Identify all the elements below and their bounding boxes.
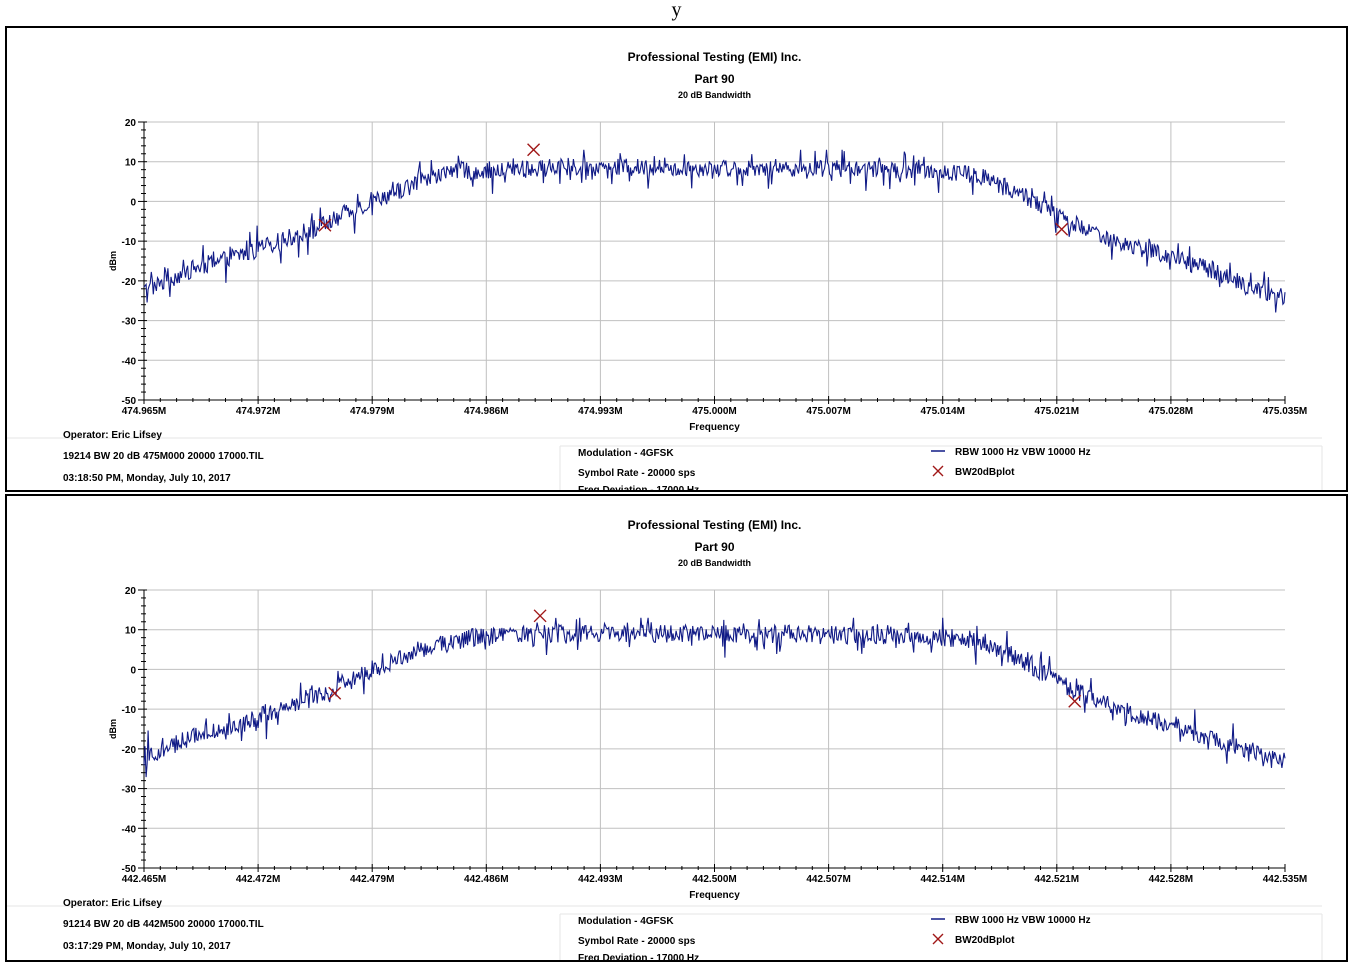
y-tick-label: -50 xyxy=(122,396,137,407)
x-tick-label: 442.479M xyxy=(350,874,394,885)
x-tick-label: 475.000M xyxy=(692,406,736,417)
y-tick-label: -10 xyxy=(122,705,137,716)
modulation-label: Modulation - 4GFSK xyxy=(578,916,674,927)
series-trace xyxy=(143,149,1286,313)
chart-svg-top: Professional Testing (EMI) Inc. Part 90 20… xyxy=(7,50,1323,490)
legend-trace-label: RBW 1000 Hz VBW 10000 Hz xyxy=(955,447,1091,458)
bw20-marker xyxy=(1055,222,1069,236)
x-tick-label: 474.993M xyxy=(578,406,622,417)
x-tick-label: 475.007M xyxy=(806,406,850,417)
legend-marker-swatch xyxy=(932,465,944,477)
y-tick-label: -10 xyxy=(122,237,137,248)
x-tick-label: 474.965M xyxy=(122,406,166,417)
legend-marker-swatch xyxy=(932,933,944,945)
x-tick-label: 475.028M xyxy=(1149,406,1193,417)
timestamp-label: 03:17:29 PM, Monday, July 10, 2017 xyxy=(63,941,231,952)
x-tick-label: 442.507M xyxy=(806,874,850,885)
x-tick-label: 442.465M xyxy=(122,874,166,885)
legend-marker-label: BW20dBplot xyxy=(955,467,1015,478)
chart-subtitle-part: Part 90 xyxy=(694,72,734,86)
y-tick-label: 10 xyxy=(125,626,137,637)
bw20-marker xyxy=(1068,694,1082,708)
x-tick-label: 474.979M xyxy=(350,406,394,417)
y-tick-label: 20 xyxy=(125,586,137,597)
x-tick-label: 442.535M xyxy=(1263,874,1307,885)
x-tick-label: 474.986M xyxy=(464,406,508,417)
legend-marker-label: BW20dBplot xyxy=(955,935,1015,946)
x-tick-label: 442.486M xyxy=(464,874,508,885)
y-tick-label: -20 xyxy=(122,745,137,756)
y-tick-label: -40 xyxy=(122,824,137,835)
y-tick-label: 10 xyxy=(125,158,137,169)
bw20-marker xyxy=(527,143,541,157)
symbol-rate-label: Symbol Rate - 20000 sps xyxy=(578,936,696,947)
chart-panel-bottom: Professional Testing (EMI) Inc. Part 90 20… xyxy=(5,494,1348,962)
bw20-marker xyxy=(533,609,547,623)
x-tick-label: 442.514M xyxy=(920,874,964,885)
operator-label: Operator: Eric Lifsey xyxy=(63,898,162,909)
x-tick-label: 442.493M xyxy=(578,874,622,885)
symbol-rate-label: Symbol Rate - 20000 sps xyxy=(578,468,696,479)
file-label: 91214 BW 20 dB 442M500 20000 17000.TIL xyxy=(63,919,264,930)
y-tick-label: -30 xyxy=(122,317,137,328)
y-tick-label: 20 xyxy=(125,118,137,129)
y-tick-label: -50 xyxy=(122,864,137,875)
timestamp-label: 03:18:50 PM, Monday, July 10, 2017 xyxy=(63,473,231,484)
x-tick-label: 475.021M xyxy=(1035,406,1079,417)
chart-subtitle-bw: 20 dB Bandwidth xyxy=(678,90,751,100)
header-char: y xyxy=(671,0,682,21)
x-tick-label: 442.521M xyxy=(1035,874,1079,885)
x-axis-label: Frequency xyxy=(689,890,740,901)
x-tick-label: 474.972M xyxy=(236,406,280,417)
y-axis-label: dBm xyxy=(108,719,118,739)
y-tick-label: 0 xyxy=(130,197,136,208)
x-tick-label: 442.500M xyxy=(692,874,736,885)
x-axis-label: Frequency xyxy=(689,422,740,433)
file-label: 19214 BW 20 dB 475M000 20000 17000.TIL xyxy=(63,451,264,462)
chart-title: Professional Testing (EMI) Inc. xyxy=(628,518,802,532)
y-tick-label: -30 xyxy=(122,785,137,796)
operator-label: Operator: Eric Lifsey xyxy=(63,430,162,441)
chart-svg-bottom: Professional Testing (EMI) Inc. Part 90 20… xyxy=(7,518,1323,962)
chart-panel-top: Professional Testing (EMI) Inc. Part 90 20… xyxy=(5,26,1348,492)
x-tick-label: 475.014M xyxy=(920,406,964,417)
modulation-label: Modulation - 4GFSK xyxy=(578,448,674,459)
x-tick-label: 442.528M xyxy=(1149,874,1193,885)
x-tick-label: 475.035M xyxy=(1263,406,1307,417)
chart-title: Professional Testing (EMI) Inc. xyxy=(628,50,802,64)
freq-deviation-label: Freq Deviation - 17000 Hz xyxy=(578,485,699,490)
legend-trace-label: RBW 1000 Hz VBW 10000 Hz xyxy=(955,915,1091,926)
bw20-marker xyxy=(328,686,342,700)
chart-subtitle-bw: 20 dB Bandwidth xyxy=(678,558,751,568)
bw20-marker xyxy=(318,218,332,232)
chart-subtitle-part: Part 90 xyxy=(694,540,734,554)
freq-deviation-label: Freq Deviation - 17000 Hz xyxy=(578,953,699,962)
x-tick-label: 442.472M xyxy=(236,874,280,885)
y-tick-label: 0 xyxy=(130,665,136,676)
y-tick-label: -40 xyxy=(122,356,137,367)
y-axis-label: dBm xyxy=(108,251,118,271)
y-tick-label: -20 xyxy=(122,277,137,288)
